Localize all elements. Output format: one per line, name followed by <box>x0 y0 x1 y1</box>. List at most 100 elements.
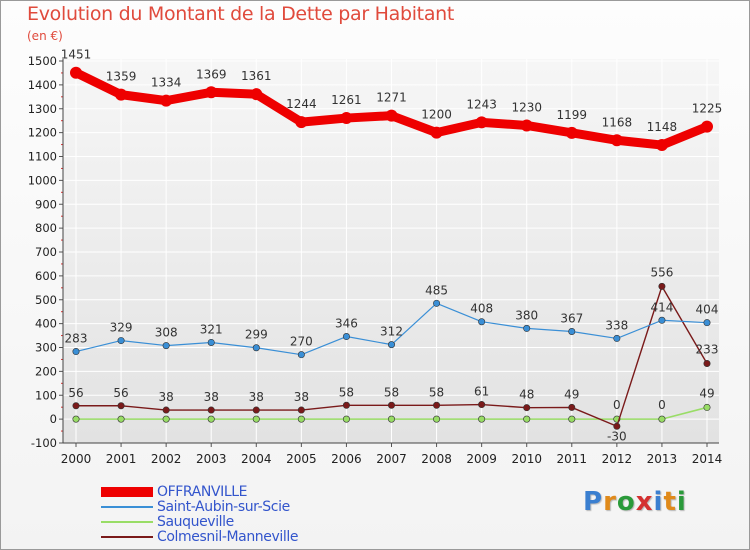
legend-swatch <box>101 487 153 497</box>
chart-title: Evolution du Montant de la Dette par Hab… <box>27 3 455 25</box>
data-label: 58 <box>339 385 354 399</box>
data-point <box>160 94 173 107</box>
data-label: 1243 <box>466 97 497 111</box>
data-point <box>117 337 125 345</box>
data-point <box>703 319 711 327</box>
data-point <box>387 415 395 423</box>
data-point <box>433 299 441 307</box>
data-label: 346 <box>335 317 358 331</box>
data-label: 1361 <box>241 69 272 83</box>
data-point <box>478 401 486 409</box>
legend-label: OFFRANVILLE <box>157 484 248 500</box>
y-tick-label: 700 <box>35 245 57 259</box>
data-label: 38 <box>294 390 309 404</box>
data-point <box>433 401 441 409</box>
y-tick-label: 1000 <box>28 173 57 187</box>
data-point <box>703 403 711 411</box>
data-point <box>72 348 80 356</box>
data-label: 367 <box>560 312 583 326</box>
data-label: 1359 <box>106 70 137 84</box>
data-label: 1369 <box>196 67 227 81</box>
data-point <box>252 415 260 423</box>
x-tick-label: 2014 <box>692 452 723 466</box>
data-point <box>701 120 713 133</box>
data-label: 1200 <box>421 108 452 122</box>
data-point <box>658 282 666 290</box>
data-point <box>250 88 263 101</box>
data-point <box>523 404 531 412</box>
data-point <box>658 415 666 423</box>
data-point <box>565 126 578 139</box>
data-label: 38 <box>159 390 174 404</box>
data-point <box>117 415 125 423</box>
data-point <box>70 66 82 79</box>
data-point <box>655 139 668 152</box>
data-label: 414 <box>650 300 673 314</box>
x-tick-label: 2012 <box>602 452 633 466</box>
logo-letter: i <box>676 487 687 517</box>
data-point <box>342 401 350 409</box>
data-point <box>568 328 576 336</box>
data-point <box>475 116 488 129</box>
x-tick-label: 2000 <box>61 452 92 466</box>
data-label: 1451 <box>61 48 92 62</box>
data-label: -30 <box>607 429 627 443</box>
x-tick-label: 2009 <box>466 452 497 466</box>
data-point <box>117 402 125 410</box>
y-tick-label: 800 <box>35 221 57 235</box>
y-tick-label: 900 <box>35 197 57 211</box>
data-label: 312 <box>380 325 403 339</box>
data-point <box>610 134 623 147</box>
y-tick-label: 600 <box>35 269 57 283</box>
legend-label: Sauqueville <box>157 514 234 530</box>
data-point <box>658 316 666 324</box>
data-point <box>252 406 260 414</box>
data-label: 404 <box>696 303 719 317</box>
y-tick-label: 1200 <box>28 126 57 140</box>
data-label: 56 <box>113 386 128 400</box>
data-label: 270 <box>290 335 313 349</box>
logo-letter: o <box>616 487 636 517</box>
logo-letter: i <box>653 487 664 517</box>
legend-swatch <box>101 521 153 523</box>
data-label: 299 <box>245 328 268 342</box>
y-tick-label: 1300 <box>28 102 57 116</box>
y-tick-label: 500 <box>35 293 57 307</box>
series-saint-aubin-sur-scie <box>72 299 711 359</box>
data-label: 49 <box>699 386 714 400</box>
data-point <box>523 324 531 332</box>
legend-swatch <box>101 506 153 508</box>
y-tick-label: 100 <box>35 388 57 402</box>
chart-unit-label: (en €) <box>27 29 63 43</box>
data-point <box>703 359 711 367</box>
data-label: 1244 <box>286 97 317 111</box>
data-label: 329 <box>110 321 133 335</box>
y-tick-label: 1100 <box>28 150 57 164</box>
data-point <box>162 342 170 350</box>
data-point <box>207 415 215 423</box>
x-tick-label: 2001 <box>106 452 137 466</box>
y-tick-label: 1400 <box>28 78 57 92</box>
data-point <box>523 415 531 423</box>
data-label: 556 <box>650 265 673 279</box>
data-label: 233 <box>696 342 719 356</box>
data-label: 1148 <box>647 120 678 134</box>
data-point <box>520 119 533 132</box>
data-label: 38 <box>204 390 219 404</box>
data-label: 1199 <box>557 108 588 122</box>
data-point <box>385 109 398 122</box>
data-label: 408 <box>470 302 493 316</box>
data-point <box>478 415 486 423</box>
data-point <box>297 406 305 414</box>
data-point <box>72 402 80 410</box>
data-label: 0 <box>658 398 666 412</box>
logo-letter: x <box>635 487 654 517</box>
data-point <box>297 351 305 359</box>
x-tick-label: 2004 <box>241 452 272 466</box>
data-point <box>207 406 215 414</box>
logo-letter: P <box>583 487 604 517</box>
data-label: 1230 <box>511 100 542 114</box>
data-label: 321 <box>200 322 223 336</box>
